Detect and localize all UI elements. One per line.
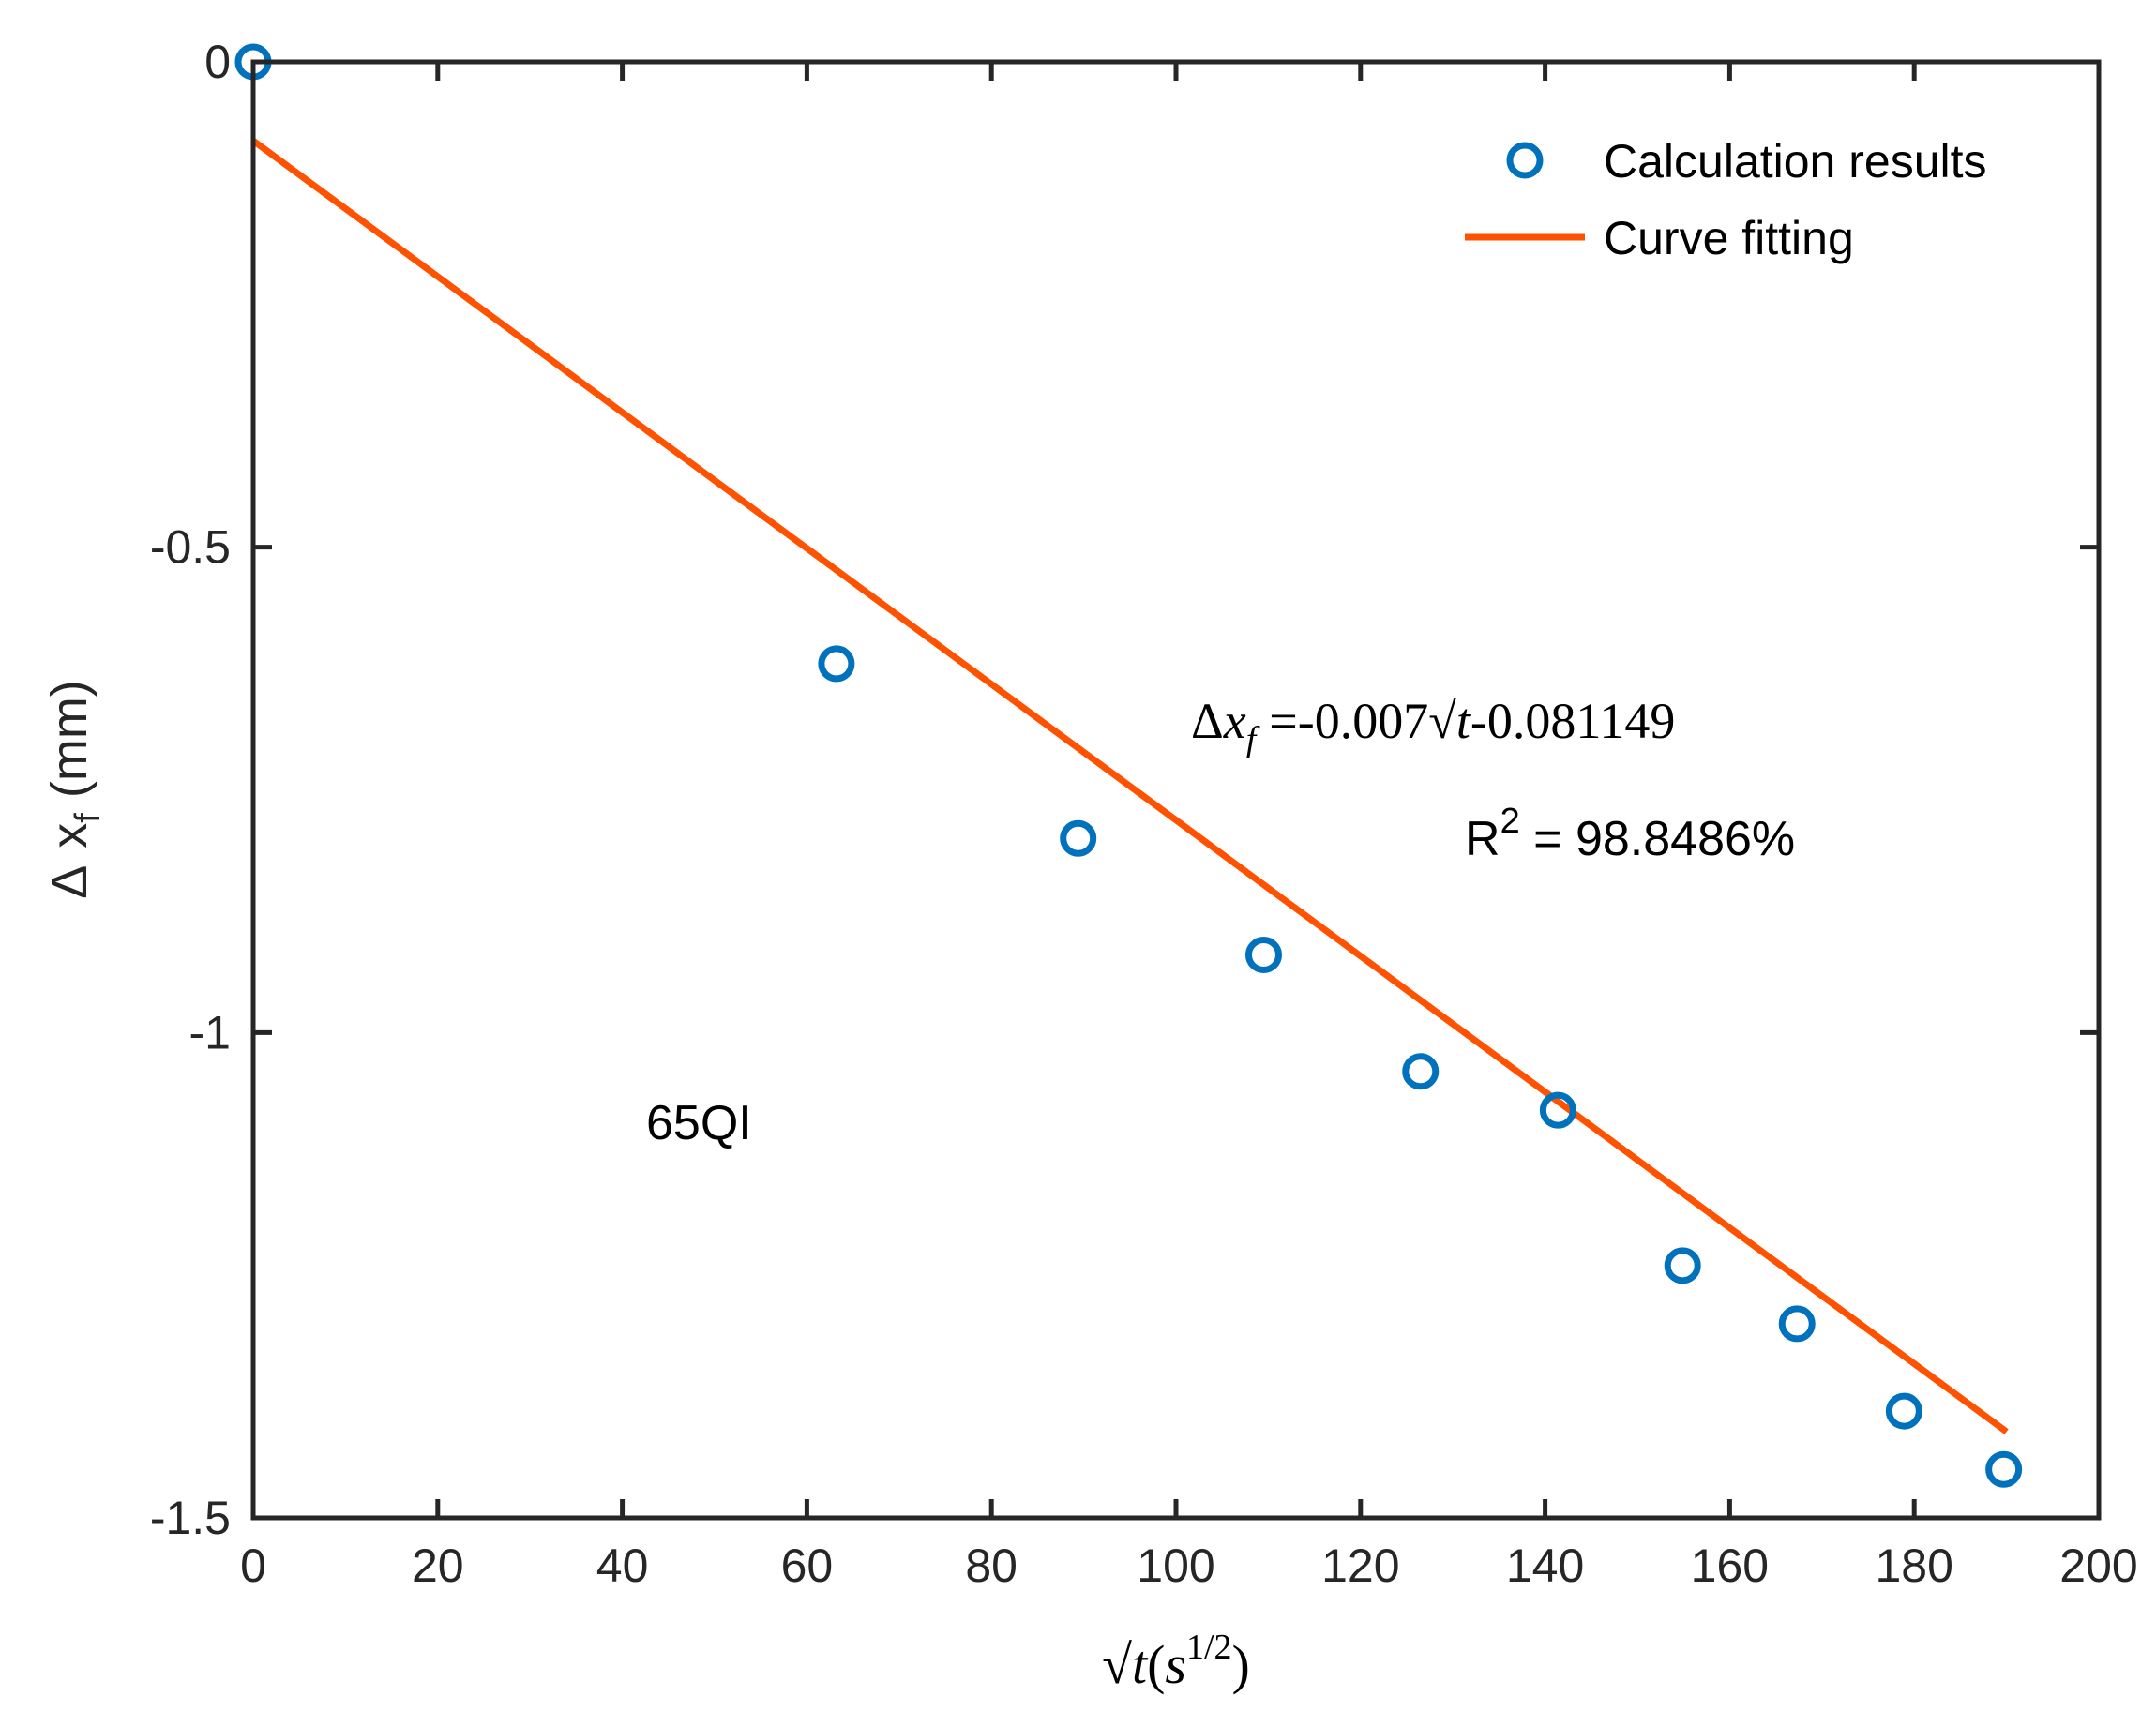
- x-tick-label: 60: [781, 1539, 834, 1592]
- equation-var: x: [1223, 693, 1246, 749]
- tick-label-layer: 0 20 40 60 80 100 120 140 160 180 200 0 -0.5 -1 -1.5: [150, 36, 2138, 1592]
- fit-line: [250, 138, 2009, 1434]
- x-tick-label: 180: [1875, 1539, 1952, 1592]
- data-point: [1244, 937, 1282, 974]
- legend-entry-curve-fitting: Curve fitting: [1604, 212, 1854, 264]
- x-tick-label: 120: [1321, 1539, 1399, 1592]
- data-point: [1402, 1053, 1440, 1090]
- x-tick-label: 0: [240, 1539, 266, 1592]
- y-tick-label: 0: [204, 36, 231, 88]
- legend: Calculation results Curve fitting: [1465, 135, 1987, 264]
- data-point: [1664, 1247, 1701, 1284]
- x-tick-label: 20: [412, 1539, 464, 1592]
- r-squared-sup: 2: [1500, 802, 1520, 841]
- data-point: [1985, 1450, 2023, 1488]
- y-axis-sub: f: [68, 813, 108, 823]
- x-tick-label: 40: [596, 1539, 649, 1592]
- y-axis-unit: (mm): [41, 680, 98, 798]
- y-tick-label: -1.5: [150, 1492, 231, 1544]
- x-axis-var: t: [1132, 1634, 1149, 1695]
- equation-tail: -0.081149: [1470, 693, 1675, 749]
- r-squared-value: = 98.8486%: [1520, 812, 1795, 866]
- data-point: [1778, 1305, 1816, 1343]
- x-axis-exp: 1/2: [1186, 1628, 1232, 1667]
- x-tick-label: 100: [1137, 1539, 1214, 1592]
- r-squared-r: R: [1465, 812, 1500, 866]
- equation-t: t: [1456, 693, 1472, 749]
- y-axis-delta: Δ: [41, 865, 98, 899]
- data-point: [1885, 1392, 1922, 1430]
- x-axis-open: (: [1147, 1634, 1165, 1695]
- equation-delta: Δ: [1191, 693, 1224, 749]
- sample-label: 65QI: [646, 1096, 752, 1150]
- fit-layer: [250, 138, 2009, 1434]
- x-axis-title: √t(s1/2): [1102, 1628, 1250, 1695]
- data-point: [1060, 819, 1097, 857]
- data-point: [818, 645, 855, 683]
- fit-equation-annotation: Δxf =-0.007√t-0.081149: [1191, 693, 1675, 759]
- legend-marker-icon: [1506, 142, 1544, 179]
- data-point: [1539, 1091, 1576, 1129]
- y-tick-label: -0.5: [150, 521, 231, 574]
- x-axis-sqrt: √: [1102, 1634, 1132, 1695]
- x-tick-label: 200: [2059, 1539, 2137, 1592]
- x-tick-label: 160: [1691, 1539, 1769, 1592]
- y-axis-title: Δxf (mm): [41, 680, 108, 899]
- r-squared-annotation: R2 = 98.8486%: [1465, 802, 1795, 866]
- equation-eq: =-0.007: [1269, 693, 1428, 749]
- x-axis-base: s: [1165, 1634, 1186, 1695]
- y-axis-var: x: [41, 823, 98, 848]
- tick-layer: [250, 59, 2102, 1521]
- equation-sqrt: √: [1428, 693, 1456, 749]
- legend-entry-calculation-results: Calculation results: [1604, 135, 1987, 188]
- y-tick-label: -1: [189, 1006, 231, 1059]
- x-tick-label: 80: [965, 1539, 1018, 1592]
- x-tick-label: 140: [1506, 1539, 1584, 1592]
- x-axis-close: ): [1232, 1634, 1250, 1695]
